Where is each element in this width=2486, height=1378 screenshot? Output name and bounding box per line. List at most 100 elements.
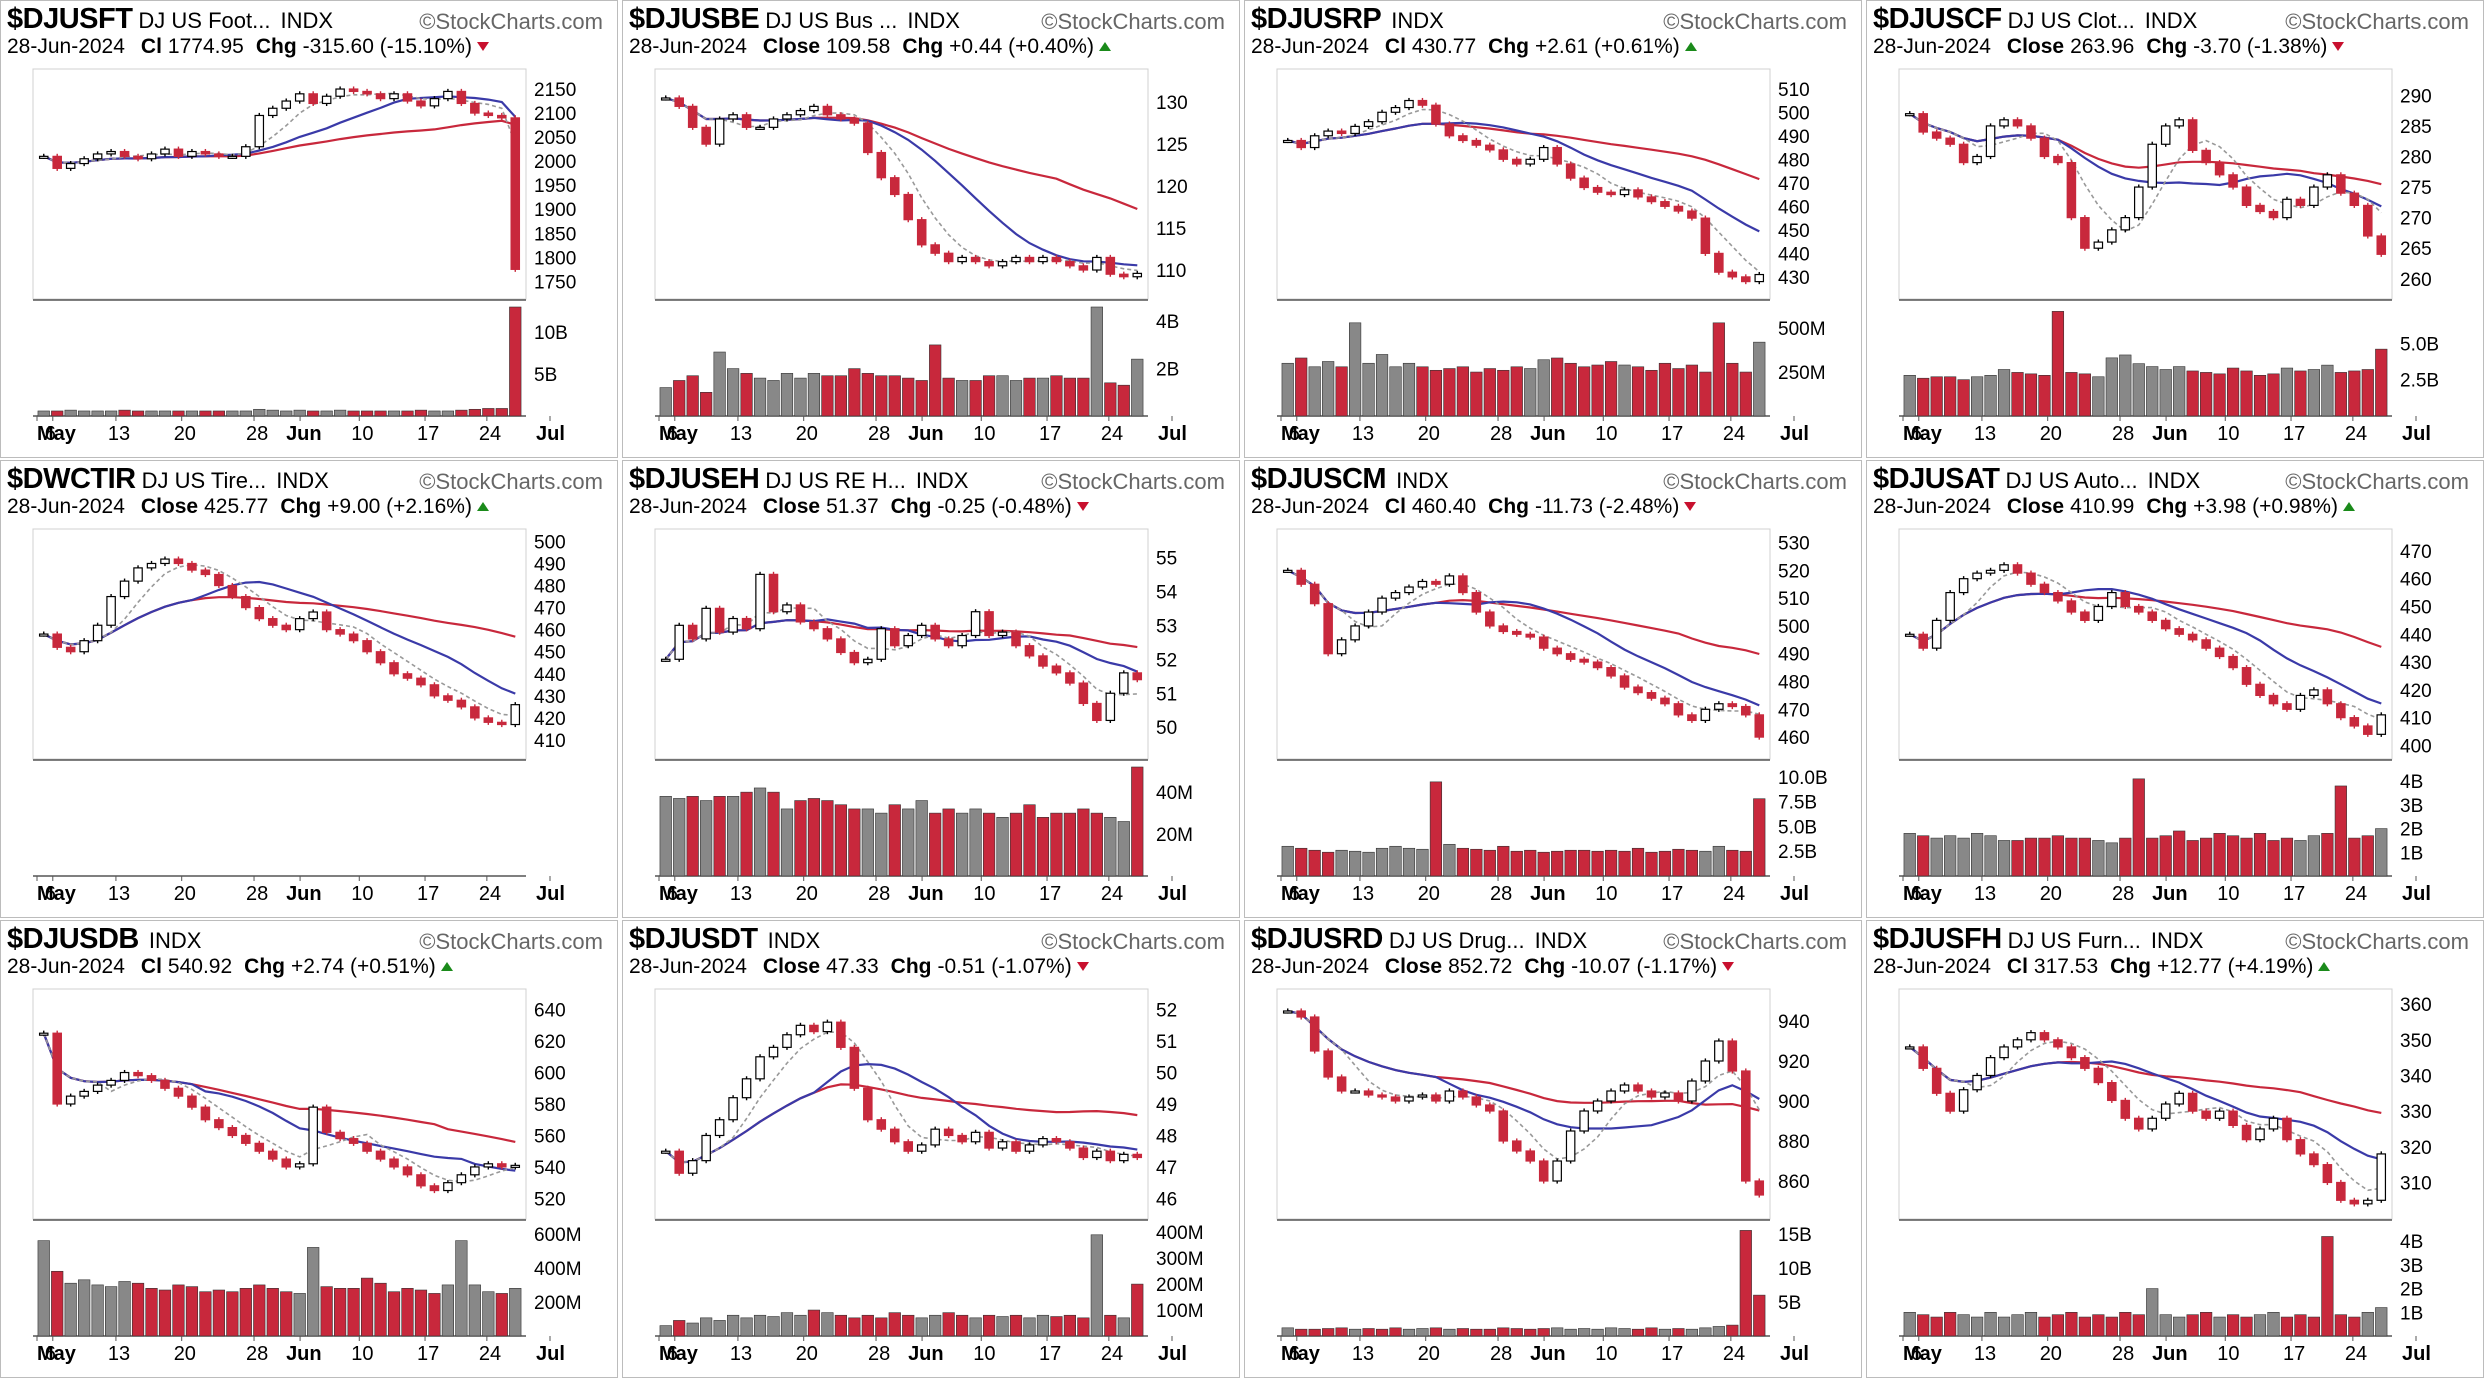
chart-panel-djusdb[interactable]: $DJUSDB INDX ©StockCharts.com 28-Jun-2024 Cl… (0, 920, 618, 1378)
x-tick-label: May (37, 423, 77, 445)
volume-bar (1295, 357, 1308, 417)
ticker-symbol[interactable]: $DJUSEH (629, 463, 760, 495)
candlestick (714, 605, 725, 635)
ticker-symbol[interactable]: $DJUSAT (1873, 463, 2000, 495)
volume-bar (1429, 1327, 1443, 1337)
volume-bar (834, 1314, 847, 1337)
chart-panel-djusat[interactable]: $DJUSAT DJ US Auto... INDX ©StockCharts.com… (1866, 460, 2484, 918)
volume-bar (2240, 837, 2253, 877)
close-value: 51.37 (826, 495, 879, 518)
price-tick-label: 1850 (534, 224, 576, 245)
volume-tick-label: 400M (534, 1259, 582, 1280)
triangle-up-icon (476, 502, 489, 511)
quote-date: 28-Jun-2024 (1251, 495, 1369, 518)
ticker-symbol[interactable]: $DJUSDT (629, 923, 758, 955)
volume-bar (2159, 835, 2172, 877)
candlestick (1336, 1074, 1347, 1094)
volume-bar (2267, 373, 2280, 417)
volume-bar (1443, 1328, 1456, 1337)
candlestick (1024, 254, 1035, 265)
close-label: Close (762, 955, 821, 978)
volume-bar (1984, 835, 1997, 877)
candlestick (146, 151, 157, 162)
chart-panel-djusdt[interactable]: $DJUSDT INDX ©StockCharts.com 28-Jun-2024 Cl… (622, 920, 1240, 1378)
close-label: Cl (2006, 955, 2028, 978)
candlestick (106, 148, 116, 157)
ticker-symbol[interactable]: $DWCTIR (7, 463, 136, 495)
volume-bar (266, 1288, 279, 1337)
volume-bar (1971, 376, 1984, 417)
ticker-symbol[interactable]: $DJUSDB (7, 923, 139, 955)
price-plot-area (1898, 68, 2393, 300)
chart-panel-djusrd[interactable]: $DJUSRD DJ US Drug... INDX ©StockCharts.com… (1244, 920, 1862, 1378)
candlestick (2376, 712, 2387, 737)
x-tick-label: Jul (1158, 883, 1187, 905)
volume-bar (387, 1291, 401, 1337)
chart-panel-djuscf[interactable]: $DJUSCF DJ US Clot... INDX ©StockCharts.com… (1866, 0, 2484, 458)
x-tick-label: 10 (351, 1343, 373, 1365)
chart-panel-djusbe[interactable]: $DJUSBE DJ US Bus ... INDX ©StockCharts.com… (622, 0, 1240, 458)
x-tick-label: 17 (2283, 1343, 2305, 1365)
volume-bar (2200, 837, 2213, 877)
ma-short-line (43, 92, 517, 164)
change-label: Chg (2110, 955, 2151, 978)
price-plot-area (654, 988, 1149, 1220)
ticker-symbol[interactable]: $DJUSFT (7, 3, 133, 35)
chart-panel-djusfh[interactable]: $DJUSFH DJ US Furn... INDX ©StockCharts.com… (1866, 920, 2484, 1378)
ma-long-line (1909, 592, 2382, 648)
volume-bar (902, 377, 915, 417)
chart-panel-djusrp[interactable]: $DJUSRP INDX ©StockCharts.com 28-Jun-2024 Cl… (1244, 0, 1862, 458)
volume-bar (118, 409, 131, 417)
candlestick (957, 1132, 967, 1145)
candlestick (1336, 128, 1347, 137)
volume-bar (673, 380, 686, 417)
ticker-symbol[interactable]: $DJUSCM (1251, 463, 1387, 495)
volume-bar (2361, 369, 2374, 417)
candlestick (321, 609, 332, 633)
ticker-symbol[interactable]: $DJUSRD (1251, 923, 1383, 955)
candlestick (1485, 609, 1495, 629)
candlestick (79, 1088, 89, 1099)
close-value: 263.96 (2070, 35, 2135, 58)
ticker-symbol[interactable]: $DJUSCF (1873, 3, 2002, 35)
volume-bar (1658, 362, 1672, 417)
price-tick-label: 52 (1156, 1001, 1177, 1022)
volume-bar (2200, 1312, 2213, 1337)
price-tick-label: 540 (534, 1158, 566, 1179)
chart-panel-djusft[interactable]: $DJUSFT DJ US Foot... INDX ©StockCharts.com… (0, 0, 618, 458)
x-tick-label: 13 (108, 1343, 130, 1365)
candlestick (2120, 215, 2131, 233)
volume-bar (1308, 1328, 1321, 1337)
candlestick (119, 1069, 130, 1083)
ticker-symbol[interactable]: $DJUSBE (629, 3, 760, 35)
volume-bar (1672, 368, 1685, 417)
chart-panel-dwctir[interactable]: $DWCTIR DJ US Tire... INDX ©StockCharts.com… (0, 460, 618, 918)
candlestick (1132, 1151, 1143, 1161)
chart-header: $DWCTIR DJ US Tire... INDX ©StockCharts.com (7, 463, 611, 499)
x-tick-label: 17 (1039, 423, 1061, 445)
volume-bar (727, 1314, 740, 1337)
volume-tick-label: 15B (1778, 1225, 1812, 1246)
volume-bar (78, 410, 91, 417)
ticker-symbol[interactable]: $DJUSRP (1251, 3, 1382, 35)
volume-bar (1009, 380, 1023, 417)
volume-bar (2105, 1316, 2118, 1337)
candlestick (1538, 634, 1549, 651)
candlestick (2053, 590, 2063, 604)
source-watermark: ©StockCharts.com (419, 469, 603, 495)
triangle-down-icon (1076, 962, 1089, 971)
price-tick-label: 49 (1156, 1095, 1177, 1116)
candlestick (2133, 1115, 2144, 1132)
volume-bar (1524, 1328, 1537, 1337)
volume-bar (1930, 837, 1943, 877)
volume-bar (118, 1281, 131, 1337)
exchange-label: INDX (276, 468, 329, 493)
volume-bar (700, 800, 713, 877)
ticker-symbol[interactable]: $DJUSFH (1873, 923, 2002, 955)
chart-panel-djuseh[interactable]: $DJUSEH DJ US RE H... INDX ©StockCharts.com… (622, 460, 1240, 918)
chart-panel-djuscm[interactable]: $DJUSCM INDX ©StockCharts.com 28-Jun-2024 Cl… (1244, 460, 1862, 918)
x-tick-label: 24 (1723, 1343, 1745, 1365)
copyright-icon: © (1041, 929, 1058, 954)
candlestick (497, 112, 507, 121)
candlestick (443, 88, 453, 102)
